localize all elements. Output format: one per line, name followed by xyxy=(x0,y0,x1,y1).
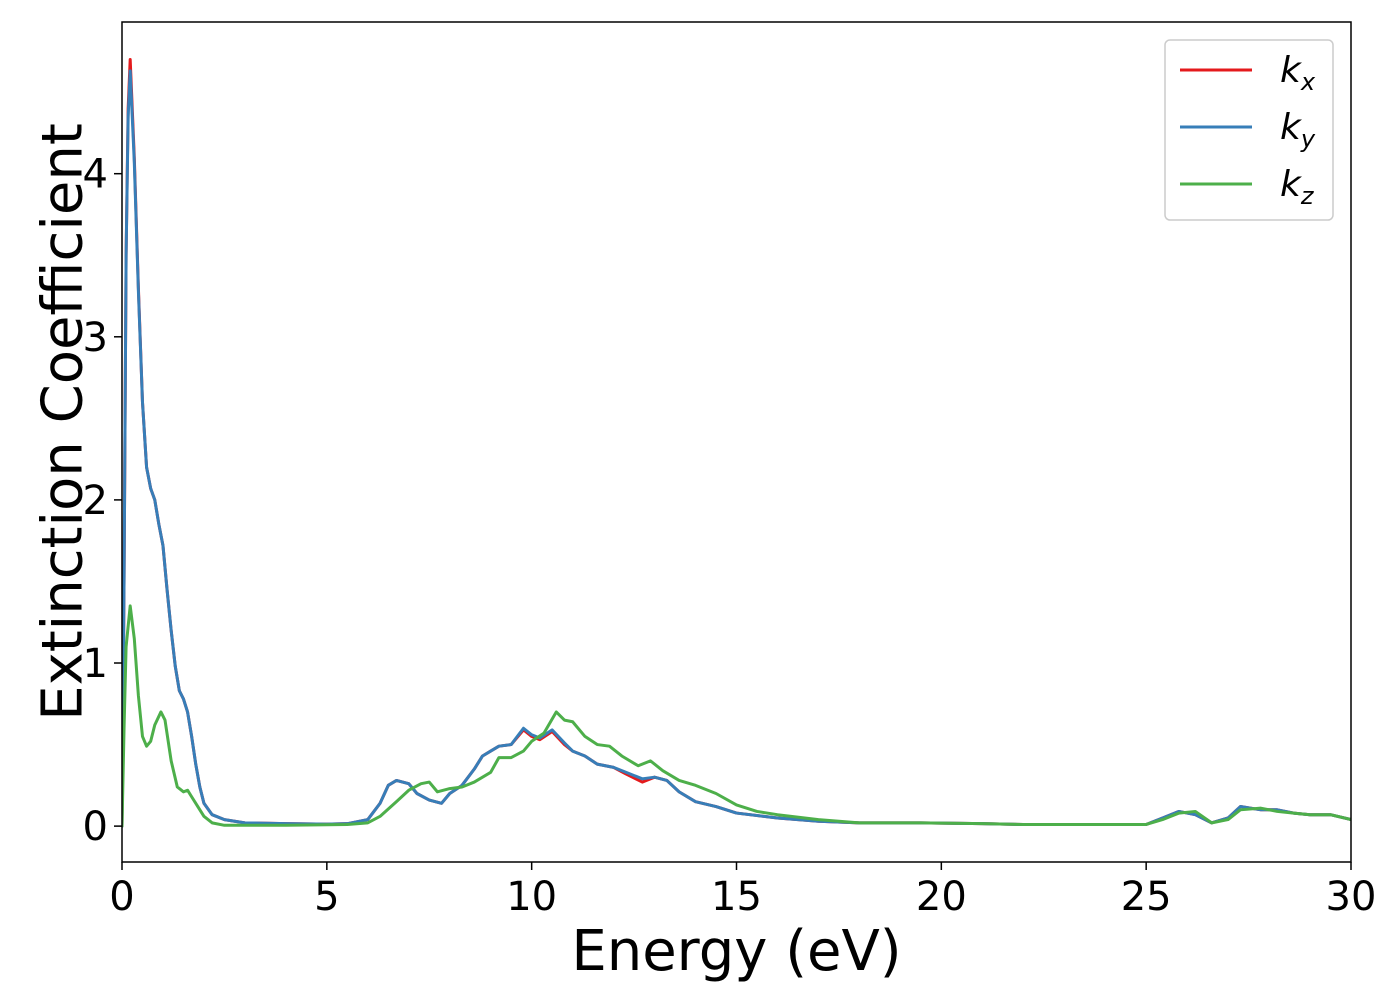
x-axis: 0 5 10 15 20 25 30 xyxy=(109,862,1376,920)
y-tick-label: 3 xyxy=(83,315,108,361)
y-axis-title: Extinction Coefficient xyxy=(31,123,96,721)
plot-lines xyxy=(122,58,1351,828)
legend-box xyxy=(1164,39,1334,221)
y-axis: 0 1 2 3 4 xyxy=(83,152,122,850)
x-tick-label: 5 xyxy=(314,874,339,920)
y-tick-label: 1 xyxy=(83,641,108,687)
y-tick-label: 0 xyxy=(83,804,108,850)
x-axis-title: Energy (eV) xyxy=(571,919,901,984)
x-tick-label: 10 xyxy=(506,874,557,920)
y-tick-label: 2 xyxy=(83,478,108,524)
x-tick-label: 0 xyxy=(109,874,134,920)
legend: kx ky kz xyxy=(1164,39,1334,221)
series-line-z xyxy=(122,604,1351,828)
x-tick-label: 25 xyxy=(1121,874,1172,920)
legend-label-z: kz xyxy=(1280,164,1315,210)
legend-label-y: ky xyxy=(1280,107,1316,153)
y-tick-label: 4 xyxy=(83,152,108,198)
legend-label-x: kx xyxy=(1280,50,1316,96)
x-tick-label: 30 xyxy=(1326,874,1377,920)
x-tick-label: 20 xyxy=(916,874,967,920)
x-tick-label: 15 xyxy=(711,874,762,920)
